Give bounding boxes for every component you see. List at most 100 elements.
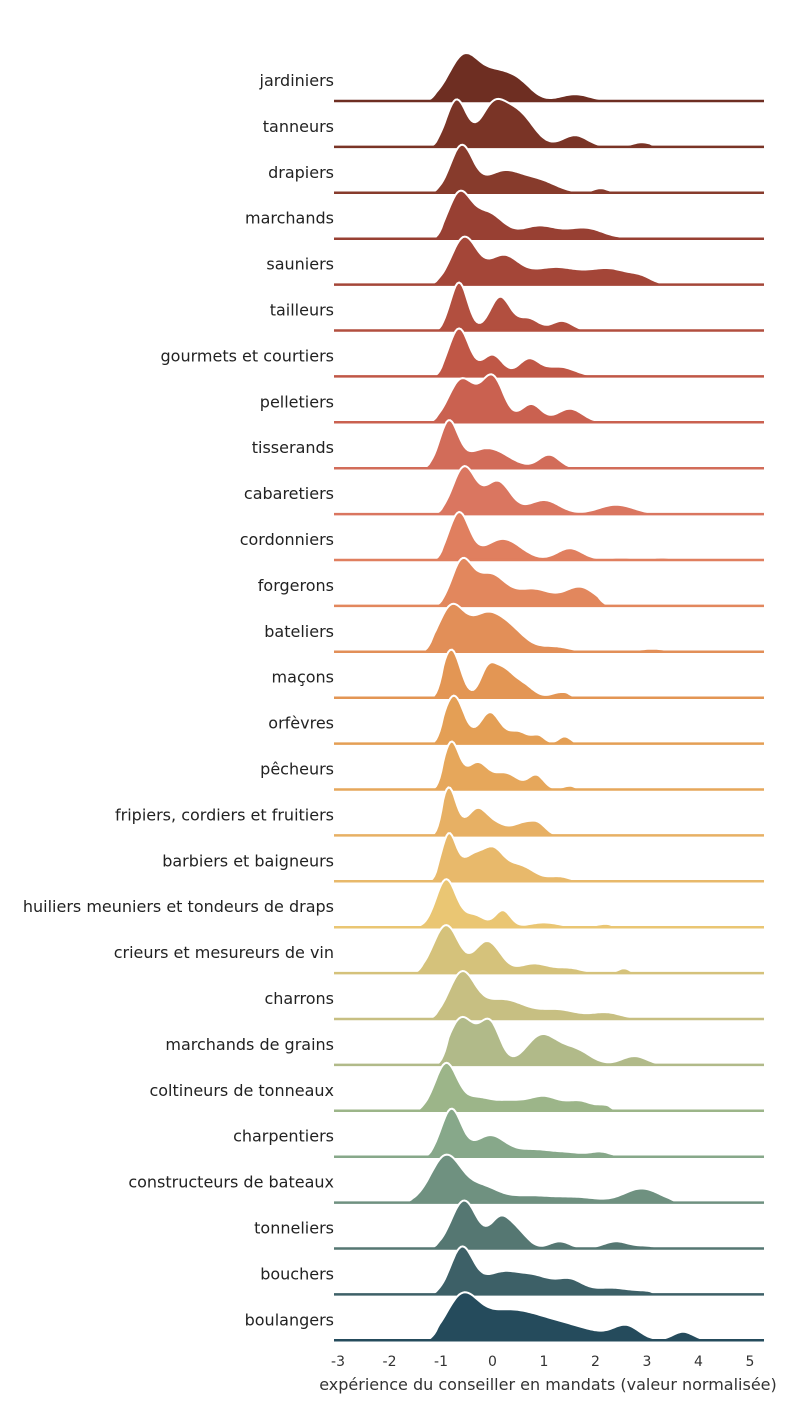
ridge-8: tisserands xyxy=(252,419,766,470)
x-axis: -3 -2 -1 0 1 2 3 4 5 xyxy=(331,1354,754,1370)
ridge-label: coltineurs de tonneaux xyxy=(149,1081,334,1100)
ridge-11: forgerons xyxy=(258,556,766,608)
ridge-18: huiliers meuniers et tondeurs de draps xyxy=(23,878,766,929)
ridge-label: marchands xyxy=(245,209,334,228)
ridge-outline xyxy=(338,1153,766,1204)
ridge-label: tonneliers xyxy=(254,1219,334,1238)
ridge-label: gourmets et courtiers xyxy=(161,346,335,365)
ridge-area xyxy=(338,787,766,836)
ridge-area xyxy=(338,741,766,790)
ridge-1: tanneurs xyxy=(263,97,766,149)
ridge-17: barbiers et baigneurs xyxy=(162,832,766,883)
x-tick-label: 4 xyxy=(694,1354,703,1370)
ridge-outline xyxy=(338,832,766,883)
ridge-label: cabaretiers xyxy=(244,484,334,503)
ridge-outline xyxy=(338,97,766,148)
ridge-label: cordonniers xyxy=(240,530,334,549)
ridge-16: fripiers, cordiers et fruitiers xyxy=(115,786,766,837)
x-tick-label: 1 xyxy=(540,1354,549,1370)
ridge-outline xyxy=(338,694,766,745)
ridge-label: orfèvres xyxy=(268,714,334,733)
ridge-area xyxy=(338,1154,766,1203)
ridge-14: orfèvres xyxy=(268,694,766,745)
ridge-label: jardiniers xyxy=(259,71,335,90)
ridge-24: constructeurs de bateaux xyxy=(128,1153,766,1204)
ridge-outline xyxy=(338,648,766,699)
ridge-27: boulangers xyxy=(245,1291,766,1342)
ridge-outline xyxy=(338,1107,766,1158)
x-tick-label: 5 xyxy=(746,1354,755,1370)
ridge-area xyxy=(338,603,766,652)
ridge-area xyxy=(338,879,766,928)
x-tick-label: -2 xyxy=(383,1354,397,1370)
ridge-area xyxy=(338,649,766,698)
ridge-area xyxy=(338,833,766,882)
ridge-3: marchands xyxy=(245,189,766,240)
ridge-area xyxy=(338,1108,766,1157)
ridge-label: fripiers, cordiers et fruitiers xyxy=(115,805,334,824)
ridge-area xyxy=(338,144,766,193)
ridge-4: sauniers xyxy=(266,235,766,286)
ridge-label: drapiers xyxy=(268,163,334,182)
ridge-6: gourmets et courtiers xyxy=(161,327,766,378)
ridge-label: marchands de grains xyxy=(165,1035,334,1054)
ridge-area xyxy=(338,466,766,515)
ridge-area xyxy=(338,1246,766,1295)
ridge-area xyxy=(338,1062,766,1111)
ridge-0: jardiniers xyxy=(259,51,766,103)
ridge-area xyxy=(338,190,766,239)
ridge-label: sauniers xyxy=(266,255,334,274)
ridge-label: charrons xyxy=(264,989,334,1008)
ridge-5: tailleurs xyxy=(270,281,766,332)
ridge-outline xyxy=(338,281,766,332)
x-tick-label: 2 xyxy=(591,1354,600,1370)
ridge-15: pêcheurs xyxy=(260,740,766,791)
ridge-outline xyxy=(338,1199,766,1250)
ridge-label: tailleurs xyxy=(270,301,334,320)
ridge-19: crieurs et mesureurs de vin xyxy=(114,924,766,975)
ridge-outline xyxy=(338,510,766,561)
ridge-13: maçons xyxy=(272,648,766,699)
ridge-label: tisserands xyxy=(252,438,334,457)
ridge-area xyxy=(338,695,766,744)
ridge-area xyxy=(338,1292,766,1341)
ridges: jardiniers tanneurs drapiers marchands sauni… xyxy=(23,51,766,1342)
ridge-label: barbiers et baigneurs xyxy=(162,851,334,870)
ridge-label: tanneurs xyxy=(263,117,334,136)
ridge-area xyxy=(338,420,766,469)
ridge-26: bouchers xyxy=(260,1245,766,1296)
ridge-21: marchands de grains xyxy=(165,1015,766,1067)
ridge-label: boulangers xyxy=(245,1310,334,1329)
ridge-label: maçons xyxy=(272,668,334,687)
ridge-area xyxy=(338,98,766,147)
ridge-23: charpentiers xyxy=(233,1107,766,1158)
ridge-area xyxy=(338,557,766,606)
ridge-outline xyxy=(338,373,766,424)
ridge-area xyxy=(338,512,766,560)
ridge-2: drapiers xyxy=(268,143,766,195)
ridge-area xyxy=(338,53,766,101)
ridge-9: cabaretiers xyxy=(244,465,766,516)
ridge-area xyxy=(338,374,766,423)
ridge-outline xyxy=(338,51,766,102)
ridge-label: huiliers meuniers et tondeurs de draps xyxy=(23,897,334,916)
ridge-22: coltineurs de tonneaux xyxy=(149,1061,766,1113)
x-tick-label: 0 xyxy=(488,1354,497,1370)
ridge-area xyxy=(338,1016,766,1065)
ridge-label: pêcheurs xyxy=(260,760,334,779)
ridge-outline xyxy=(338,602,766,653)
ridge-label: crieurs et mesureurs de vin xyxy=(114,943,334,962)
ridge-label: constructeurs de bateaux xyxy=(128,1173,334,1192)
ridge-20: charrons xyxy=(264,969,766,1021)
ridge-outline xyxy=(338,786,766,837)
ridge-area xyxy=(338,328,766,377)
ridge-area xyxy=(338,925,766,974)
x-tick-label: -3 xyxy=(331,1354,345,1370)
ridge-outline xyxy=(338,740,766,791)
x-tick-label: -1 xyxy=(434,1354,448,1370)
x-tick-label: 3 xyxy=(643,1354,652,1370)
x-axis-title: expérience du conseiller en mandats (val… xyxy=(319,1375,777,1394)
ridge-label: charpentiers xyxy=(233,1127,334,1146)
ridge-outline xyxy=(338,924,766,975)
